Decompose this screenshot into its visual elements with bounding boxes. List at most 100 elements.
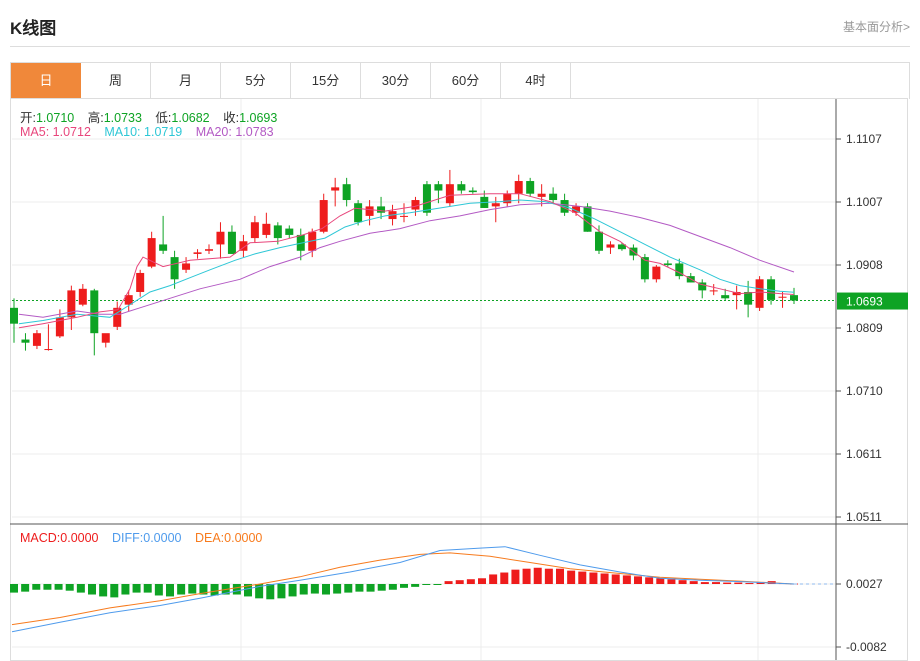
ma10-line <box>18 199 795 325</box>
candle-body <box>400 215 408 217</box>
ohlc-readout: 开:1.0710 高:1.0733 低:1.0682 收:1.0693 <box>20 107 277 126</box>
tab-day[interactable]: 日 <box>11 63 81 99</box>
candle-body <box>182 263 191 270</box>
fundamental-analysis-link[interactable]: 基本面分析> <box>842 20 910 34</box>
tab-15min[interactable]: 15分 <box>291 63 361 99</box>
macd-bar <box>645 577 654 584</box>
tab-30min[interactable]: 30分 <box>361 63 431 99</box>
candle-body <box>354 203 363 223</box>
candle-body <box>216 231 225 245</box>
candle-body <box>285 228 294 235</box>
macd-bar <box>511 569 520 584</box>
candle-body <box>445 184 454 204</box>
macd-readout: MACD:0.0000 DIFF:0.0000 DEA:0.0000 <box>20 531 262 545</box>
current-price-label: 1.0693 <box>846 295 883 309</box>
macd-bar <box>154 584 163 596</box>
candle-body <box>606 244 615 248</box>
candle-body <box>365 206 374 216</box>
candle-body <box>721 295 730 299</box>
candle-body <box>526 181 535 194</box>
candle-body <box>159 244 168 251</box>
candle-body <box>193 252 202 254</box>
macd-bar <box>689 581 698 584</box>
dea-label: DEA: <box>194 531 225 545</box>
macd-bar <box>344 584 353 593</box>
macd-tick-label: 0.0027 <box>846 577 883 591</box>
macd-bar <box>377 584 386 591</box>
close-label: 收: <box>223 111 240 125</box>
macd-bar <box>166 584 174 597</box>
macd-bar <box>299 584 308 595</box>
macd-bar <box>266 584 275 600</box>
tab-5min[interactable]: 5分 <box>221 63 291 99</box>
macd-label: MACD: <box>20 531 61 545</box>
ma20-label: MA20: <box>195 125 232 139</box>
macd-bar <box>756 582 765 584</box>
dea-line <box>11 552 795 626</box>
macd-bar <box>177 584 186 595</box>
macd-bar <box>411 584 420 587</box>
macd-bar <box>355 584 364 592</box>
candle-body <box>331 187 340 191</box>
macd-bar <box>288 584 297 597</box>
tab-60min[interactable]: 60分 <box>431 63 501 99</box>
macd-bar <box>99 584 108 597</box>
ma20-value: 1.0783 <box>235 125 274 139</box>
macd-bar <box>700 582 709 584</box>
macd-bar <box>589 572 598 584</box>
diff-line <box>11 546 795 633</box>
macd-bar <box>366 584 375 592</box>
candle-body <box>675 263 684 277</box>
candle-body <box>663 263 672 266</box>
high-value: 1.0733 <box>103 111 142 125</box>
tab-4hour[interactable]: 4时 <box>501 63 571 99</box>
candle-body <box>537 193 546 197</box>
price-tick-label: 1.1107 <box>846 132 882 146</box>
candle-body <box>67 290 76 318</box>
low-value: 1.0682 <box>171 111 210 125</box>
dea-value: 0.0000 <box>224 531 263 545</box>
macd-bar <box>322 584 330 595</box>
high-label: 高: <box>87 111 104 125</box>
macd-bar <box>500 572 509 584</box>
macd-bar <box>712 582 720 584</box>
candle-body <box>422 184 431 213</box>
macd-bar <box>88 584 96 595</box>
macd-bar <box>54 584 63 590</box>
candle-body <box>262 223 271 235</box>
macd-bar <box>10 584 18 593</box>
header-divider <box>10 46 910 47</box>
candle-body <box>342 184 351 201</box>
candle-body <box>78 288 87 305</box>
price-tick-label: 1.0908 <box>846 258 883 272</box>
open-label: 开: <box>20 111 36 125</box>
macd-bar <box>422 584 431 585</box>
macd-bar <box>400 584 408 588</box>
tab-week[interactable]: 周 <box>81 63 151 99</box>
price-tick-label: 1.0710 <box>846 384 883 398</box>
candle-body <box>136 272 145 292</box>
candle-body <box>273 225 282 239</box>
candle-body <box>491 203 500 207</box>
candle-body <box>44 349 53 351</box>
ma5-label: MA5: <box>20 125 50 139</box>
macd-bar <box>489 574 498 584</box>
macd-bar <box>43 584 52 590</box>
macd-bar <box>21 584 30 592</box>
candle-body <box>124 295 133 305</box>
ma10-value: 1.0719 <box>144 125 183 139</box>
price-tick-label: 1.0809 <box>846 321 883 335</box>
macd-bar <box>611 574 620 584</box>
ma5-line <box>18 193 795 329</box>
tab-month[interactable]: 月 <box>151 63 221 99</box>
ma-readout: MA5: 1.0712 MA10: 1.0719 MA20: 1.0783 <box>20 125 274 139</box>
macd-tick-label: -0.0082 <box>846 640 887 654</box>
macd-bar <box>76 584 85 593</box>
macd-bar <box>478 578 486 584</box>
candle-body <box>790 295 798 301</box>
price-tick-label: 1.0611 <box>846 447 882 461</box>
diff-label: DIFF: <box>112 531 144 545</box>
price-tick-label: 1.0511 <box>846 510 882 524</box>
candle-body <box>227 231 236 254</box>
